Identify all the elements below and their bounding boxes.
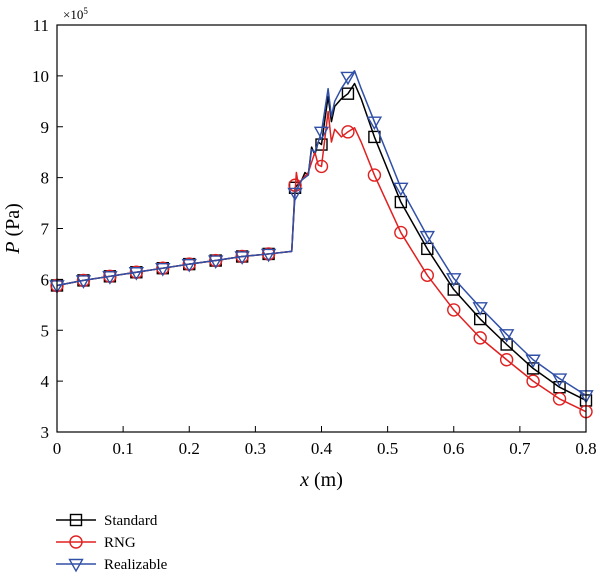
data-point-rng [394, 225, 408, 240]
data-point-realizable [366, 116, 383, 131]
legend: Standard RNG Realizable [56, 513, 168, 573]
x-tick-label: 0.4 [311, 439, 333, 458]
data-point-realizable [75, 275, 92, 289]
y-tick-label: 5 [41, 321, 50, 340]
series-realizable [49, 70, 594, 404]
plot-area [49, 70, 594, 419]
data-point-realizable [525, 354, 541, 369]
data-point-standard [394, 195, 408, 209]
y-multiplier: ×105 [63, 6, 88, 22]
y-axis-label: P (Pa) [2, 203, 24, 255]
series-line-rng [56, 110, 587, 413]
data-point-realizable [208, 255, 224, 269]
data-point-realizable [102, 271, 118, 285]
data-point-realizable [234, 251, 250, 265]
x-tick-label: 0 [53, 439, 62, 458]
legend-label-standard: Standard [104, 513, 158, 529]
data-point-rng [552, 392, 567, 406]
x-tick-label: 0.5 [377, 439, 398, 458]
data-point-realizable [419, 230, 435, 245]
data-point-realizable [260, 248, 277, 263]
data-point-realizable [446, 273, 462, 287]
y-tick-label: 8 [41, 169, 50, 188]
x-tick-label: 0.7 [509, 439, 531, 458]
data-point-standard [526, 362, 540, 375]
data-point-realizable [181, 258, 197, 273]
data-point-realizable [472, 302, 488, 316]
y-tick-label: 6 [41, 270, 50, 289]
y-tick-label: 7 [41, 220, 50, 239]
series-rng [50, 110, 593, 419]
x-tick-label: 0.1 [113, 439, 134, 458]
y-tick-label: 4 [41, 372, 50, 391]
y-tick-label: 3 [41, 423, 50, 442]
data-point-rng [367, 168, 382, 182]
data-point-realizable [155, 262, 171, 277]
y-tick-label: 9 [41, 118, 50, 137]
legend-marker-realizable [68, 558, 84, 573]
legend-item-rng: RNG [56, 535, 136, 551]
x-tick-label: 0.6 [443, 439, 464, 458]
x-tick-label: 0.8 [575, 439, 596, 458]
data-point-rng [526, 374, 540, 388]
series-line-realizable [56, 70, 587, 397]
legend-marker-standard [69, 513, 83, 527]
data-point-rng [499, 353, 514, 367]
y-tick-label: 10 [32, 67, 49, 86]
data-point-standard [341, 87, 355, 100]
data-point-realizable [340, 71, 356, 86]
data-point-standard [500, 338, 513, 351]
data-point-rng [447, 303, 461, 317]
data-point-realizable [287, 187, 303, 202]
data-point-rng [341, 125, 355, 139]
axes: 0 0.1 0.2 0.3 0.4 0.5 0.6 0.7 0.8 3 4 5 6 7 8 9 10 11 ×105… [2, 6, 597, 491]
legend-item-realizable: Realizable [56, 557, 168, 573]
data-point-rng [314, 159, 329, 174]
legend-item-standard: Standard [56, 513, 158, 529]
legend-label-realizable: Realizable [104, 557, 168, 573]
data-point-rng [420, 268, 434, 283]
data-point-rng [473, 331, 487, 345]
plot-frame [56, 24, 587, 433]
data-point-realizable [313, 126, 330, 141]
x-tick-label: 0.2 [179, 439, 200, 458]
data-point-rng [288, 178, 302, 192]
data-point-realizable [551, 373, 568, 388]
data-point-realizable [498, 329, 515, 343]
x-tick-label: 0.3 [245, 439, 266, 458]
x-axis-label: x (m) [299, 469, 343, 491]
data-point-realizable [128, 267, 145, 281]
y-tick-label: 11 [33, 16, 49, 35]
data-point-realizable [393, 182, 409, 197]
legend-marker-rng [69, 535, 83, 549]
legend-label-rng: RNG [104, 535, 136, 551]
